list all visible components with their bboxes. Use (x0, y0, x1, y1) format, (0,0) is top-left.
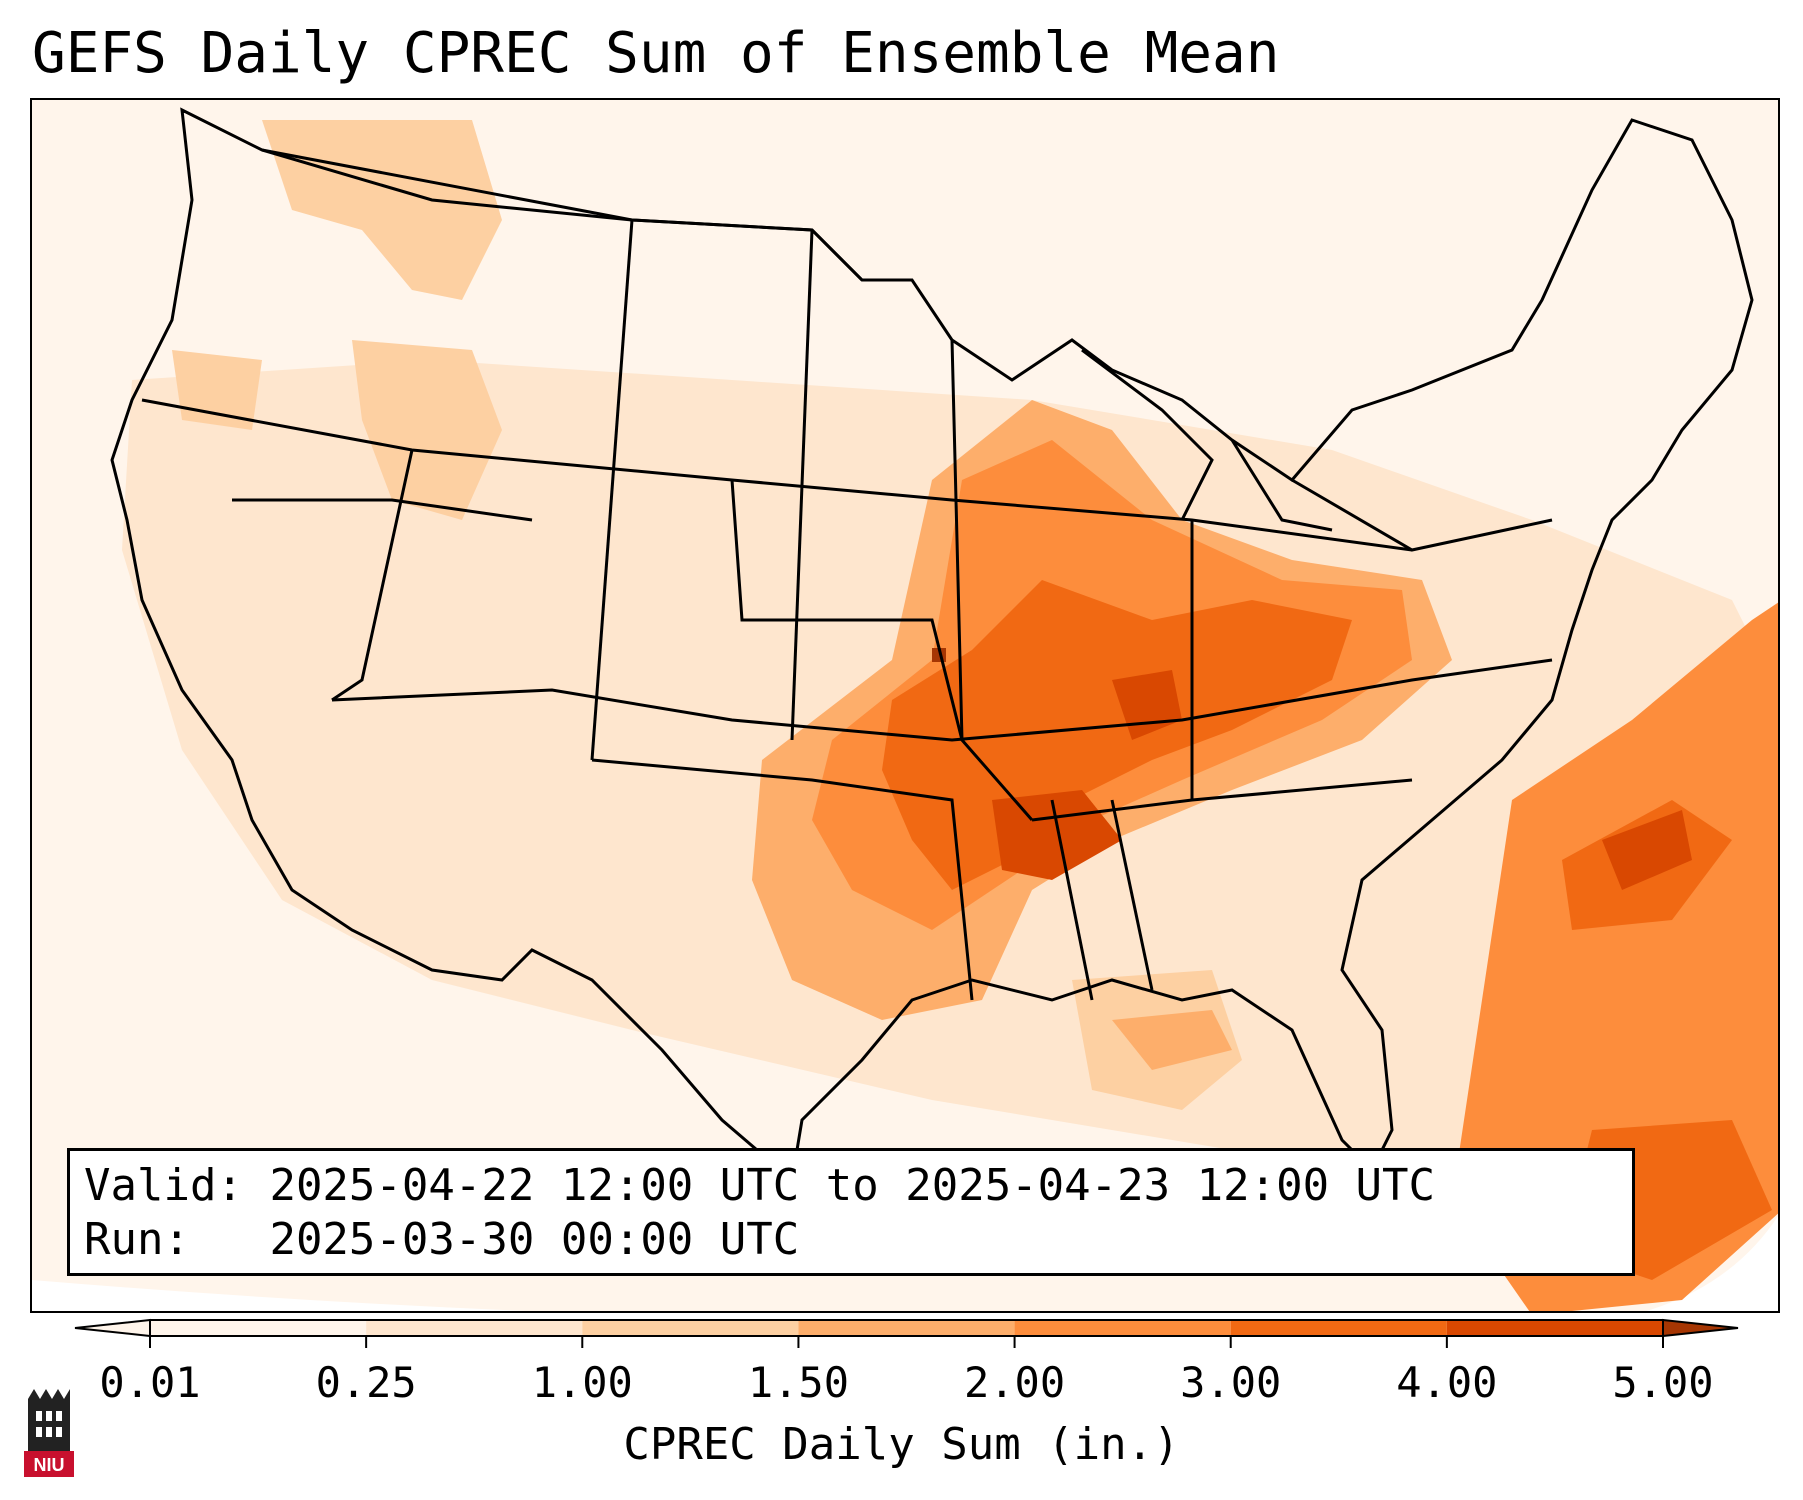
colorbar-tick-label: 0.01 (99, 1358, 201, 1407)
colorbar-label: CPREC Daily Sum (in.) (623, 1419, 1180, 1470)
colorbar-tick-label: 3.00 (1180, 1358, 1282, 1407)
colorbar-tick-label: 4.00 (1396, 1358, 1498, 1407)
colorbar-segment (582, 1320, 799, 1336)
colorbar-extend-left (74, 1318, 151, 1338)
projection-edge-bottom-left (32, 1280, 527, 1311)
colorbar-ticks (149, 1336, 1664, 1348)
colorbar-tick-label: 1.00 (531, 1358, 633, 1407)
colorbar (74, 1318, 1739, 1348)
valid-label: Valid: (84, 1160, 243, 1211)
colorbar-segment (366, 1320, 583, 1336)
map-title: GEFS Daily CPREC Sum of Ensemble Mean (32, 21, 1280, 86)
boundary-lines (110, 107, 1754, 1183)
colorbar-tick-label: 2.00 (963, 1358, 1066, 1407)
niu-logo: NIU (24, 1389, 74, 1477)
colorbar-segment (1446, 1320, 1663, 1336)
colorbar-extend-right (1662, 1318, 1739, 1338)
run-value: 2025-03-30 00:00 UTC (269, 1214, 800, 1265)
precipitation-map (30, 98, 1780, 1313)
colorbar-segment (1230, 1320, 1447, 1336)
colorbar-segments (74, 1318, 1739, 1338)
colorbar-tick-label: 1.50 (747, 1358, 849, 1407)
run-row: Run: 2025-03-30 00:00 UTC (84, 1213, 1618, 1267)
valid-run-info-box: Valid: 2025-04-22 12:00 UTC to 2025-04-2… (67, 1148, 1635, 1276)
colorbar-segment (150, 1320, 367, 1336)
colorbar-segment (1014, 1320, 1231, 1336)
colorbar-segment (798, 1320, 1015, 1336)
logo-text: NIU (34, 1455, 65, 1475)
map-canvas (32, 100, 1778, 1311)
colorbar-tick-label: 5.00 (1612, 1358, 1714, 1407)
valid-value: 2025-04-22 12:00 UTC to 2025-04-23 12:00… (269, 1160, 1436, 1211)
colorbar-border (149, 1319, 1664, 1337)
colorbar-tick-label: 0.25 (315, 1358, 417, 1407)
projection-edge-bottom-right (1646, 1216, 1778, 1311)
valid-row: Valid: 2025-04-22 12:00 UTC to 2025-04-2… (84, 1159, 1618, 1213)
run-label: Run: (84, 1214, 190, 1265)
